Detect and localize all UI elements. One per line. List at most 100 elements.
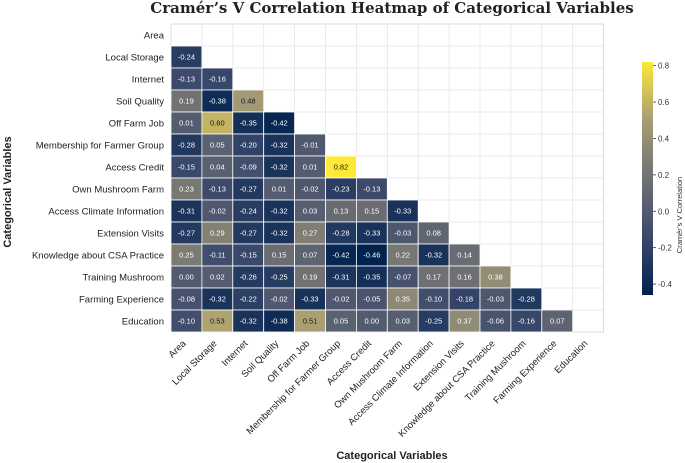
cell-value-label: 0.51 xyxy=(303,317,318,326)
colorbar-gradient xyxy=(642,62,653,295)
cell-value-label: -0.10 xyxy=(425,295,442,304)
cell-value-label: -0.03 xyxy=(394,229,411,238)
cell-value-label: 0.05 xyxy=(334,317,349,326)
cell-value-label: 0.60 xyxy=(210,119,225,128)
cell-value-label: 0.16 xyxy=(457,273,472,282)
cell-value-label: -0.42 xyxy=(271,119,288,128)
cell-value-label: 0.53 xyxy=(210,317,225,326)
cell-value-label: 0.07 xyxy=(303,251,318,260)
cell-value-label: -0.02 xyxy=(271,295,288,304)
cell-value-label: -0.25 xyxy=(271,273,288,282)
y-tick-label: Own Mushroom Farm xyxy=(72,184,164,195)
cell-value-label: 0.14 xyxy=(457,251,472,260)
cell-value-label: -0.25 xyxy=(425,317,442,326)
cell-value-label: 0.01 xyxy=(272,185,287,194)
cell-value-label: -0.32 xyxy=(271,207,288,216)
y-tick-label: Education xyxy=(122,316,164,327)
cell-value-label: 0.27 xyxy=(303,229,318,238)
cell-value-label: 0.19 xyxy=(179,97,194,106)
heatmap-cells: -0.24 -0.13 -0.16 0.19 -0.38 0.48 0.01 0.60 -0.3… xyxy=(170,45,574,333)
cell-value-label: -0.32 xyxy=(209,295,226,304)
cell-value-label: -0.22 xyxy=(240,295,257,304)
cell-value-label: 0.23 xyxy=(179,185,194,194)
cell-value-label: 0.82 xyxy=(334,163,349,172)
cell-value-label: -0.01 xyxy=(301,141,318,150)
y-tick-label: Training Mushroom xyxy=(83,272,165,283)
cell-value-label: 0.22 xyxy=(395,251,410,260)
cell-value-label: -0.08 xyxy=(178,295,195,304)
y-tick-label: Membership for Farmer Group xyxy=(36,140,164,151)
cell-value-label: -0.24 xyxy=(178,53,195,62)
y-tick-label: Extension Visits xyxy=(97,228,164,239)
cell-value-label: -0.46 xyxy=(363,251,380,260)
cell-value-label: -0.13 xyxy=(363,185,380,194)
cell-value-label: -0.09 xyxy=(240,163,257,172)
cell-value-label: -0.35 xyxy=(363,273,380,282)
x-tick-label: Internet xyxy=(220,338,251,369)
cell-value-label: 0.48 xyxy=(241,97,256,106)
cell-value-label: -0.28 xyxy=(518,295,535,304)
cell-value-label: -0.27 xyxy=(240,229,257,238)
cell-value-label: -0.31 xyxy=(178,207,195,216)
colorbar-tick-label: 0.8 xyxy=(658,62,670,71)
colorbar-tick-label: 0.2 xyxy=(658,171,670,180)
x-tick-label: Education xyxy=(553,338,591,376)
cell-value-label: -0.02 xyxy=(332,295,349,304)
cell-value-label: -0.18 xyxy=(456,295,473,304)
cell-value-label: -0.32 xyxy=(271,141,288,150)
cell-value-label: 0.37 xyxy=(457,317,472,326)
cell-value-label: -0.28 xyxy=(332,229,349,238)
cell-value-label: -0.33 xyxy=(301,295,318,304)
y-tick-label: Farming Experience xyxy=(79,294,164,305)
cell-value-label: -0.33 xyxy=(363,229,380,238)
colorbar-tick-label: 0.6 xyxy=(658,98,670,107)
cell-value-label: -0.03 xyxy=(487,295,504,304)
y-tick-labels: Area Local Storage Internet Soil Quality Off… xyxy=(32,30,165,327)
cell-value-label: 0.29 xyxy=(210,229,225,238)
x-axis-title: Categorical Variables xyxy=(336,450,447,462)
cell-value-label: -0.07 xyxy=(394,273,411,282)
cell-value-label: -0.11 xyxy=(209,251,226,260)
heatmap-cell xyxy=(541,309,574,333)
cell-value-label: -0.16 xyxy=(209,75,226,84)
cell-value-label: -0.16 xyxy=(518,317,535,326)
cell-value-label: 0.04 xyxy=(210,163,225,172)
cell-value-label: -0.13 xyxy=(209,185,226,194)
cell-value-label: -0.28 xyxy=(178,141,195,150)
cell-value-label: -0.32 xyxy=(271,163,288,172)
y-tick-label: Area xyxy=(144,30,165,41)
chart-title: Cramér’s V Correlation Heatmap of Catego… xyxy=(150,0,633,17)
cell-value-label: 0.01 xyxy=(179,119,194,128)
cell-value-label: -0.31 xyxy=(332,273,349,282)
y-tick-label: Soil Quality xyxy=(116,96,164,107)
y-tick-label: Access Credit xyxy=(105,162,164,173)
y-tick-label: Access Climate Information xyxy=(48,206,164,217)
cell-value-label: 0.15 xyxy=(365,207,380,216)
colorbar-tick-label: 0.4 xyxy=(658,134,670,143)
cell-value-label: 0.00 xyxy=(179,273,194,282)
cell-value-label: -0.02 xyxy=(301,185,318,194)
cell-value-label: -0.38 xyxy=(209,97,226,106)
cell-value-label: -0.42 xyxy=(332,251,349,260)
cell-value-label: -0.23 xyxy=(332,185,349,194)
cell-value-label: 0.35 xyxy=(395,295,410,304)
x-tick-label: Area xyxy=(167,338,189,360)
colorbar-label: Cramér’s V Correlation xyxy=(675,177,684,253)
cell-value-label: 0.01 xyxy=(303,163,318,172)
cell-value-label: -0.15 xyxy=(178,163,195,172)
cell-value-label: -0.32 xyxy=(425,251,442,260)
cell-value-label: 0.08 xyxy=(426,229,441,238)
cell-value-label: -0.13 xyxy=(178,75,195,84)
cell-value-label: -0.33 xyxy=(394,207,411,216)
colorbar-tick-label: -0.4 xyxy=(658,280,672,289)
cell-value-label: 0.38 xyxy=(488,273,503,282)
cell-value-label: -0.02 xyxy=(209,207,226,216)
cell-value-label: 0.00 xyxy=(365,317,380,326)
cell-value-label: 0.02 xyxy=(210,273,225,282)
cell-value-label: 0.25 xyxy=(179,251,194,260)
cell-value-label: -0.10 xyxy=(178,317,195,326)
y-tick-label: Off Farm Job xyxy=(109,118,164,129)
y-tick-label: Local Storage xyxy=(105,52,164,63)
